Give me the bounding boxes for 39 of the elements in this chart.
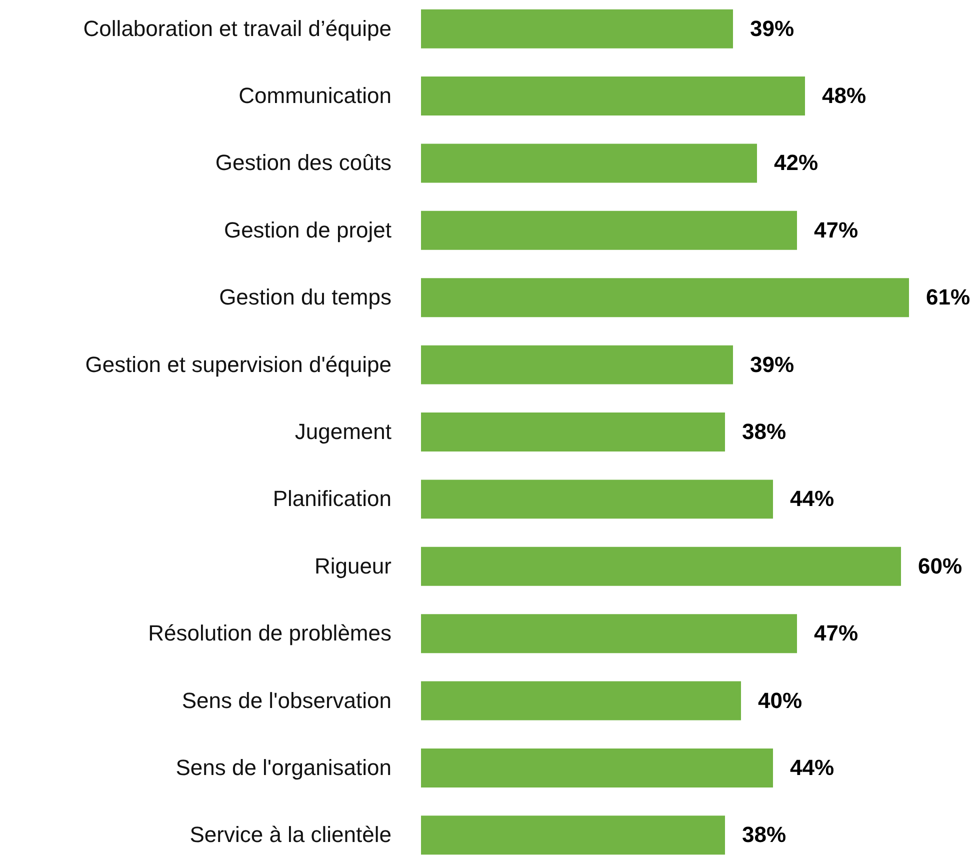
y-tick-label: Résolution de problèmes (148, 620, 392, 646)
y-tick-label: Jugement (294, 419, 392, 444)
data-label: 40% (758, 688, 802, 713)
data-label: 38% (742, 419, 786, 444)
data-label: 39% (750, 352, 794, 377)
data-label: 39% (750, 16, 794, 41)
data-label: 47% (814, 620, 858, 646)
bar (421, 748, 773, 788)
bar (421, 412, 725, 452)
data-label: 47% (814, 217, 858, 242)
y-tick-label: Gestion et supervision d'équipe (85, 352, 392, 377)
y-tick-label: Sens de l'observation (182, 688, 392, 713)
y-tick-label: Gestion des coûts (215, 150, 392, 176)
y-tick-label: Communication (238, 83, 392, 108)
bar (421, 76, 805, 116)
bar (421, 816, 725, 855)
y-tick-label: Service à la clientèle (190, 822, 392, 848)
bar (421, 144, 757, 183)
data-label: 42% (774, 150, 818, 176)
data-label: 38% (742, 822, 786, 848)
data-label: 44% (790, 486, 834, 512)
bar (421, 480, 773, 519)
bar (421, 210, 797, 250)
bar (421, 681, 741, 720)
y-tick-label: Collaboration et travail d’équipe (83, 16, 392, 41)
data-label: 61% (926, 284, 970, 310)
y-tick-label: Rigueur (314, 553, 392, 578)
y-tick-label: Gestion de projet (224, 217, 392, 242)
data-label: 48% (822, 83, 866, 108)
data-label: 44% (790, 754, 834, 780)
data-label: 60% (918, 553, 962, 578)
bar (421, 345, 733, 384)
y-tick-label: Planification (272, 486, 392, 512)
bar (421, 278, 909, 318)
y-tick-label: Sens de l'organisation (176, 754, 392, 780)
y-tick-label: Gestion du temps (219, 284, 392, 310)
bar (421, 546, 901, 586)
bar (421, 614, 797, 654)
bar (421, 9, 733, 48)
